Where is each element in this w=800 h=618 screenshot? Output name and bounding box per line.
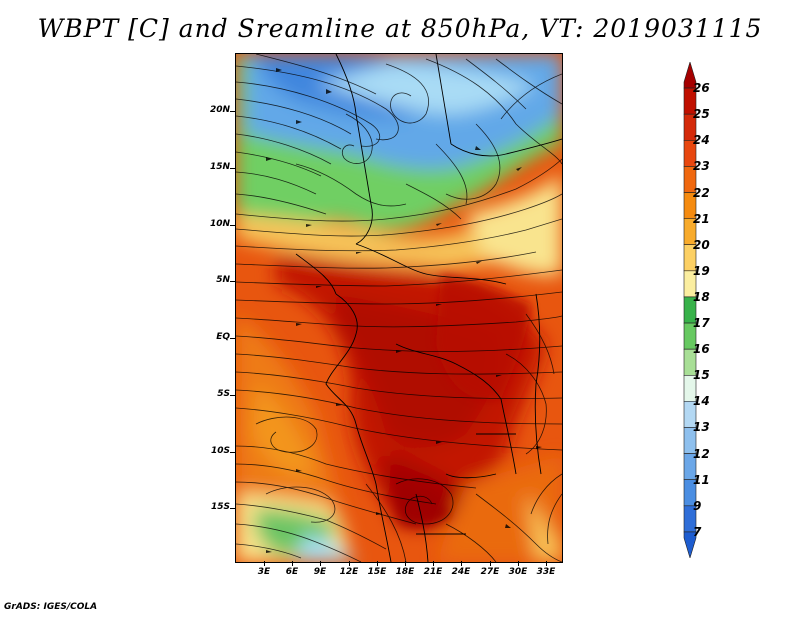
lon-label: 21E: [423, 567, 443, 577]
lon-label: 9E: [313, 567, 327, 577]
lon-label: 18E: [395, 567, 415, 577]
lon-tick: [264, 561, 265, 566]
lon-tick: [490, 561, 491, 566]
lon-tick: [433, 561, 434, 566]
lat-tick: [230, 395, 236, 396]
country-borders: [295, 54, 562, 562]
lat-tick: [230, 452, 236, 453]
wbpt-field: [236, 54, 562, 562]
lat-label: 15N: [209, 162, 230, 172]
lon-tick: [405, 561, 406, 566]
lon-tick: [461, 561, 462, 566]
lon-label: 3E: [257, 567, 271, 577]
colorbar-label: 7: [693, 524, 702, 539]
colorbar-label: 16: [693, 342, 710, 357]
colorbar-label: 19: [693, 263, 710, 278]
streamlines: [236, 54, 562, 562]
colorbar-label: 26: [693, 81, 710, 96]
map-panel: [236, 54, 562, 562]
lat-label: 20N: [209, 105, 230, 115]
lat-label: 5S: [217, 389, 230, 399]
lat-tick: [230, 111, 236, 112]
colorbar-label: 25: [693, 107, 710, 122]
colorbar-label: 22: [693, 185, 710, 200]
lon-tick: [292, 561, 293, 566]
lon-tick: [320, 561, 321, 566]
lat-tick: [230, 338, 236, 339]
grads-credit: GrADS: IGES/COLA: [4, 602, 98, 612]
colorbar: [683, 62, 697, 558]
lat-label: 10S: [210, 446, 230, 456]
lon-label: 15E: [367, 567, 387, 577]
colorbar-label: 11: [693, 472, 710, 487]
colorbar-label: 21: [693, 211, 710, 226]
colorbar-label: 23: [693, 159, 710, 174]
lat-tick: [230, 225, 236, 226]
colorbar-label: 24: [693, 133, 710, 148]
lon-tick: [349, 561, 350, 566]
lon-label: 6E: [285, 567, 299, 577]
colorbar-label: 9: [693, 498, 702, 513]
lon-label: 33E: [536, 567, 556, 577]
lon-tick: [377, 561, 378, 566]
colorbar-label: 18: [693, 289, 710, 304]
colorbar-label: 15: [693, 368, 710, 383]
colorbar-label: 17: [693, 316, 710, 331]
lon-label: 27E: [480, 567, 500, 577]
lon-label: 24E: [451, 567, 471, 577]
lon-tick: [546, 561, 547, 566]
lat-label: 5N: [216, 275, 230, 285]
lat-label: 10N: [209, 219, 230, 229]
lon-tick: [518, 561, 519, 566]
lat-label: 15S: [210, 502, 230, 512]
lat-tick: [230, 281, 236, 282]
colorbar-label: 14: [693, 394, 710, 409]
lat-tick: [230, 168, 236, 169]
colorbar-label: 12: [693, 446, 710, 461]
lat-label: EQ: [216, 332, 230, 342]
lon-label: 30E: [508, 567, 528, 577]
lat-tick: [230, 508, 236, 509]
colorbar-segment: [683, 531, 697, 558]
lon-label: 12E: [339, 567, 359, 577]
chart-title: WBPT [C] and Sreamline at 850hPa, VT: 20…: [37, 14, 763, 43]
colorbar-label: 20: [693, 237, 710, 252]
colorbar-label: 13: [693, 420, 710, 435]
